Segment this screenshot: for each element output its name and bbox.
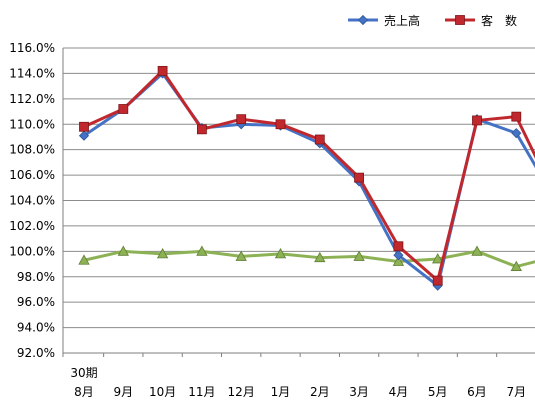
data-point [455, 15, 465, 25]
legend-item: 客 数 [445, 13, 517, 28]
series-2 [79, 65, 535, 286]
x-tick-label: 10月 [149, 385, 176, 399]
gridlines [63, 47, 535, 354]
legend: 売上高 客 数 [348, 13, 517, 28]
data-point [118, 104, 129, 114]
x-tick-label: 9月 [113, 385, 133, 399]
y-tick-label: 102.0% [9, 219, 55, 233]
data-point [314, 251, 326, 263]
data-point [392, 255, 405, 266]
x-tick-label: 6月 [467, 385, 487, 399]
data-point [353, 250, 365, 261]
series-group [78, 65, 535, 291]
y-tick-label: 110.0% [9, 117, 55, 131]
series-line [83, 69, 535, 283]
y-tick-label: 112.0% [9, 92, 55, 106]
period-label: 30期 [70, 366, 97, 380]
x-tick-label: 12月 [228, 385, 255, 399]
data-point [393, 241, 404, 252]
data-point [432, 275, 443, 286]
data-point [117, 245, 129, 256]
data-point [472, 115, 482, 126]
data-point [357, 14, 369, 26]
x-tick-label: 1月 [271, 385, 291, 399]
x-tick-label: 3月 [349, 385, 369, 399]
data-point [432, 253, 444, 264]
data-point [156, 248, 169, 259]
y-tick-label: 92.0% [17, 346, 55, 360]
legend-label: 客 数 [481, 13, 517, 28]
y-tick-label: 104.0% [9, 194, 55, 208]
data-point [274, 248, 287, 259]
x-tick-label: 2月 [310, 385, 330, 399]
y-tick-label: 116.0% [9, 41, 55, 55]
series-3 [78, 245, 535, 271]
data-point [78, 130, 90, 141]
data-point [393, 250, 404, 261]
x-tick-label: 7月 [506, 385, 526, 399]
y-tick-label: 114.0% [9, 66, 55, 80]
x-tick-label: 11月 [188, 385, 215, 399]
data-point [510, 260, 522, 271]
legend-item: 売上高 [348, 13, 420, 28]
data-point [511, 128, 522, 139]
y-tick-label: 96.0% [17, 295, 55, 309]
data-point [354, 172, 365, 183]
y-tick-label: 108.0% [9, 143, 55, 157]
data-point [275, 119, 286, 130]
x-tick-label: 8月 [74, 385, 94, 399]
data-point [314, 134, 325, 145]
data-point [196, 245, 208, 256]
y-tick-label: 98.0% [17, 270, 55, 284]
data-point [79, 121, 89, 132]
data-point [78, 254, 90, 265]
legend-label: 売上高 [384, 13, 420, 28]
data-point [196, 124, 207, 135]
data-point [471, 245, 483, 256]
y-tick-label: 94.0% [17, 321, 55, 335]
data-point [511, 111, 522, 122]
data-point [157, 65, 168, 76]
series-line [83, 249, 535, 269]
data-point [235, 250, 247, 261]
y-tick-label: 100.0% [9, 244, 55, 258]
y-tick-label: 106.0% [9, 168, 55, 182]
axes: 116.0% 114.0% 112.0% 110.0% 108.0% 106.0% 104.… [9, 41, 535, 399]
x-tick-label: 5月 [428, 385, 448, 399]
x-tick-label: 4月 [389, 385, 409, 399]
data-point [236, 114, 247, 125]
